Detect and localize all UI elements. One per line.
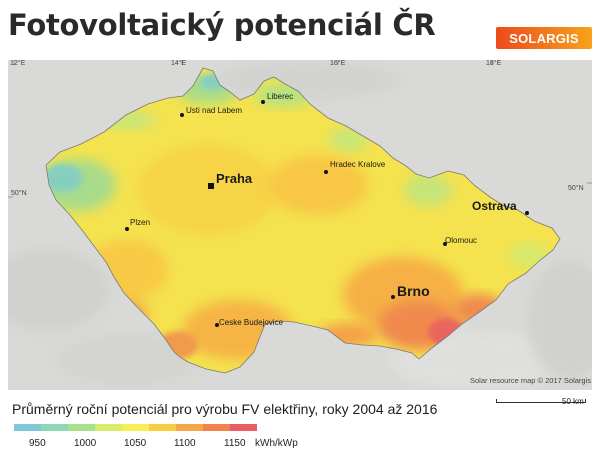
city-marker [443,242,447,246]
graticule-ticks [8,60,592,198]
city-label-brno: Brno [397,283,430,299]
scale-label: 50 km [562,397,584,406]
city-marker [180,113,184,117]
legend-swatch [149,424,176,431]
longitude-label-16e: 16°E [330,60,346,67]
terrain-relief [8,62,592,390]
legend-tick: 1000 [74,438,97,449]
city-label-ostrava: Ostrava [472,199,517,213]
legend-tick: 950 [29,438,46,449]
latitude-label-east: 50°N [568,185,584,192]
city-label-usti: Usti nad Labem [186,106,243,115]
city-label-plzen: Plzen [130,218,151,227]
longitude-label-18e: 18°E [486,60,502,67]
city-marker [324,170,328,174]
legend-swatch [41,424,68,431]
legend-unit: kWh/kWp [255,438,298,449]
city-marker [525,211,529,215]
map-credit: Solar resource map © 2017 Solargis [470,376,592,385]
city-label-praha: Praha [216,171,253,186]
city-marker [215,323,219,327]
city-label-olomouc: Olomouc [445,236,478,245]
city-label-budejovice: Ceske Budejovice [219,318,284,327]
city-label-hradec: Hradec Kralove [330,160,386,169]
color-legend [14,424,257,431]
map-canvas [8,60,592,390]
legend-swatch [122,424,149,431]
legend-swatch [203,424,230,431]
legend-caption: Průměrný roční potenciál pro výrobu FV e… [12,401,438,417]
map-title: Fotovoltaický potenciál ČR [8,8,436,42]
legend-swatch [176,424,203,431]
capital-marker [208,183,214,189]
legend-tick: 1100 [174,438,196,449]
scale-bar [496,399,586,403]
legend-swatch [95,424,122,431]
city-label-liberec: Liberec [267,92,294,101]
legend-swatch [14,424,41,431]
city-marker [125,227,129,231]
city-marker [261,100,265,104]
legend-swatch [68,424,95,431]
legend-swatch [230,424,257,431]
longitude-label-14e: 14°E [171,60,187,67]
pv-potential-map: 12°E 14°E 16°E 18°E 50°N 50°N Usti nad L… [8,60,592,390]
solargis-logo: SOLARGIS [496,27,592,49]
country-border [45,67,561,374]
latitude-label-west: 50°N [11,190,27,197]
city-marker [391,295,395,299]
legend-tick: 1050 [124,438,147,449]
legend-tick: 1150 [224,438,246,449]
longitude-label-12e: 12°E [10,60,26,67]
